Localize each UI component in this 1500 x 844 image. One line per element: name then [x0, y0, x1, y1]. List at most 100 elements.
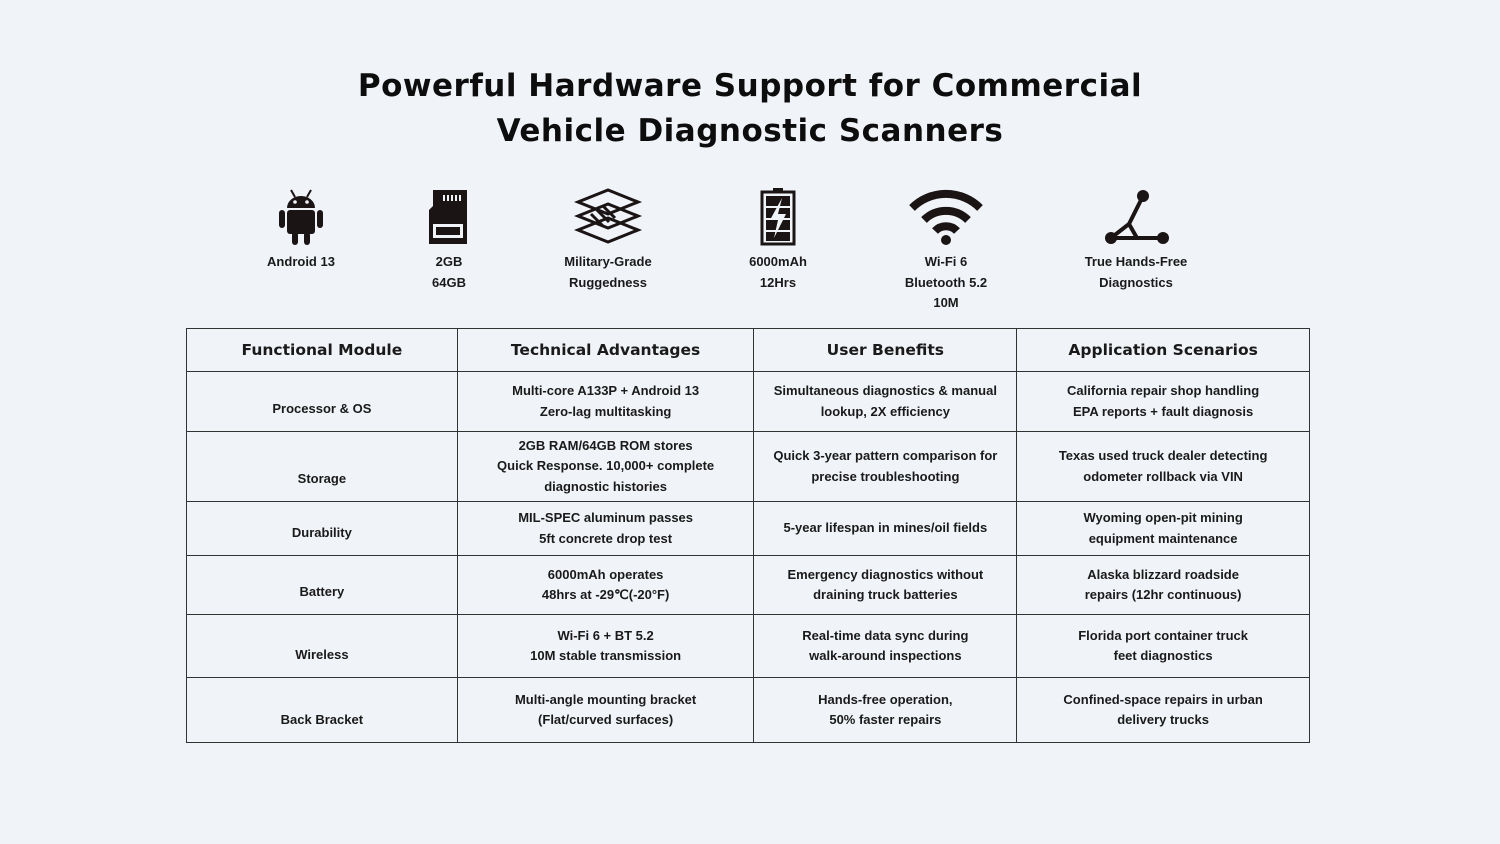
- cell-line: walk-around inspections: [809, 648, 962, 663]
- table-row: Storage 2GB RAM/64GB ROM stores Quick Resp…: [186, 431, 1310, 502]
- table-cell: Hands-free operation, 50% faster repairs: [753, 677, 1018, 743]
- feature-storage: 2GB 64GB: [364, 186, 534, 293]
- cell-line: Durability: [291, 524, 352, 540]
- cell-line: Back Bracket: [280, 711, 364, 727]
- wifi-icon: [909, 189, 983, 245]
- page-title: Powerful Hardware Support for Commercial…: [0, 64, 1500, 154]
- cell-line: 6000mAh operates: [547, 566, 664, 582]
- feature-label: 12Hrs: [759, 274, 797, 290]
- cell-line: Florida port container truck: [1078, 627, 1248, 643]
- bracket-stand-icon: [1105, 190, 1169, 244]
- cell-line: 5ft concrete drop test: [539, 530, 673, 546]
- table-cell: Texas used truck dealer detecting odomete…: [1016, 431, 1310, 502]
- feature-label: 6000mAh: [749, 254, 807, 269]
- cell-line: precise troubleshooting: [811, 468, 960, 484]
- table-cell: Florida port container truck feet diagnos…: [1016, 614, 1310, 678]
- table-cell: 5-year lifespan in mines/oil fields: [753, 501, 1018, 556]
- cell-line: Wireless: [295, 646, 349, 662]
- feature-label: 2GB: [435, 254, 463, 269]
- cell-line: odometer rollback via VIN: [1083, 468, 1243, 484]
- cell-line: Quick Response. 10,000+ complete: [497, 458, 715, 474]
- cell-line: delivery trucks: [1117, 712, 1209, 727]
- cell-line: (Flat/curved surfaces): [538, 712, 674, 727]
- cell-line: Battery: [299, 583, 345, 599]
- feature-label: 10M: [933, 295, 959, 310]
- table-cell: Back Bracket: [186, 677, 458, 743]
- table-cell: 6000mAh operates 48hrs at -29℃(-20°F): [456, 555, 755, 615]
- cell-line: MIL-SPEC aluminum passes: [518, 510, 694, 525]
- android-icon: [279, 189, 323, 245]
- table-cell: Simultaneous diagnostics & manual lookup,…: [753, 371, 1018, 432]
- sd-card-icon: [429, 190, 467, 244]
- cell-line: draining truck batteries: [813, 587, 958, 602]
- feature-comparison-table: Functional Module Technical Advantages U…: [186, 328, 1310, 743]
- table-cell: Durability: [186, 501, 458, 556]
- table-cell: California repair shop handling EPA repor…: [1016, 371, 1310, 432]
- table-cell: Emergency diagnostics without draining tr…: [753, 555, 1018, 615]
- cell-line: Real-time data sync during: [802, 627, 969, 643]
- table-cell: Processor & OS: [186, 371, 458, 432]
- cell-line: Quick 3-year pattern comparison for: [773, 448, 998, 463]
- table-row: Battery 6000mAh operates 48hrs at -29℃(-20…: [186, 555, 1310, 615]
- feature-label: Bluetooth 5.2: [904, 274, 988, 290]
- feature-battery: 6000mAh 12Hrs: [693, 186, 863, 293]
- cell-line: Hands-free operation,: [818, 691, 953, 707]
- table-cell: Storage: [186, 431, 458, 502]
- cell-line: Emergency diagnostics without: [787, 566, 984, 582]
- cell-line: Wi-Fi 6 + BT 5.2: [557, 627, 654, 643]
- feature-label: Military-Grade: [564, 254, 652, 269]
- cell-line: Processor & OS: [272, 400, 372, 416]
- header-cell: Functional Module: [186, 328, 458, 372]
- feature-hands-free: True Hands-Free Diagnostics: [1051, 186, 1221, 293]
- table-cell: Battery: [186, 555, 458, 615]
- cell-line: 48hrs at -29℃(-20°F): [541, 587, 670, 602]
- cell-line: EPA reports + fault diagnosis: [1073, 403, 1254, 419]
- cell-line: 2GB RAM/64GB ROM stores: [518, 437, 693, 453]
- cell-line: Multi-angle mounting bracket: [514, 691, 697, 707]
- title-line-1: Powerful Hardware Support for Commercial: [357, 68, 1143, 104]
- feature-label: Ruggedness: [568, 274, 647, 290]
- cell-line: 10M stable transmission: [530, 648, 682, 663]
- cell-line: Alaska blizzard roadside: [1087, 566, 1239, 582]
- layers-icon: [573, 188, 643, 244]
- cell-line: equipment maintenance: [1088, 530, 1238, 546]
- feature-android: Android 13: [216, 186, 386, 273]
- table-row: Wireless Wi-Fi 6 + BT 5.2 10M stable trans…: [186, 614, 1310, 678]
- title-line-2: Vehicle Diagnostic Scanners: [496, 113, 1004, 149]
- table-header-row: Functional Module Technical Advantages U…: [186, 328, 1310, 372]
- cell-line: Wyoming open-pit mining: [1083, 510, 1243, 525]
- cell-line: Texas used truck dealer detecting: [1058, 448, 1268, 463]
- header-cell: User Benefits: [753, 328, 1018, 372]
- cell-line: Zero-lag multitasking: [539, 403, 672, 419]
- feature-wireless: Wi-Fi 6 Bluetooth 5.2 10M: [861, 186, 1031, 314]
- cell-line: Confined-space repairs in urban: [1063, 691, 1263, 707]
- table-cell: Wi-Fi 6 + BT 5.2 10M stable transmission: [456, 614, 755, 678]
- table-cell: Alaska blizzard roadside repairs (12hr co…: [1016, 555, 1310, 615]
- feature-label: Wi-Fi 6: [924, 254, 968, 269]
- cell-line: lookup, 2X efficiency: [820, 403, 951, 419]
- table-cell: Multi-angle mounting bracket (Flat/curved…: [456, 677, 755, 743]
- table-cell: Wyoming open-pit mining equipment mainten…: [1016, 501, 1310, 556]
- table-cell: Quick 3-year pattern comparison for preci…: [753, 431, 1018, 502]
- cell-line: 5-year lifespan in mines/oil fields: [783, 520, 988, 536]
- feature-label: Android 13: [267, 254, 335, 269]
- table-cell: 2GB RAM/64GB ROM stores Quick Response. 1…: [456, 431, 755, 502]
- cell-line: feet diagnostics: [1113, 648, 1213, 663]
- feature-label: Diagnostics: [1099, 274, 1173, 290]
- table-cell: Multi-core A133P + Android 13 Zero-lag mu…: [456, 371, 755, 432]
- feature-label: 64GB: [432, 274, 466, 290]
- table-row: Durability MIL-SPEC aluminum passes 5ft co…: [186, 501, 1310, 556]
- cell-line: Multi-core A133P + Android 13: [512, 383, 700, 398]
- cell-line: diagnostic histories: [544, 478, 668, 494]
- feature-ruggedness: Military-Grade Ruggedness: [523, 186, 693, 293]
- feature-label: True Hands-Free: [1084, 254, 1188, 269]
- cell-line: repairs (12hr continuous): [1084, 587, 1242, 602]
- table-row: Processor & OS Multi-core A133P + Android…: [186, 371, 1310, 432]
- cell-line: 50% faster repairs: [829, 712, 942, 727]
- cell-line: Simultaneous diagnostics & manual: [773, 383, 997, 398]
- battery-icon: [760, 188, 796, 246]
- header-cell: Technical Advantages: [456, 328, 755, 372]
- table-cell: MIL-SPEC aluminum passes 5ft concrete dro…: [456, 501, 755, 556]
- table-row: Back Bracket Multi-angle mounting bracket…: [186, 677, 1310, 743]
- cell-line: Storage: [297, 470, 347, 486]
